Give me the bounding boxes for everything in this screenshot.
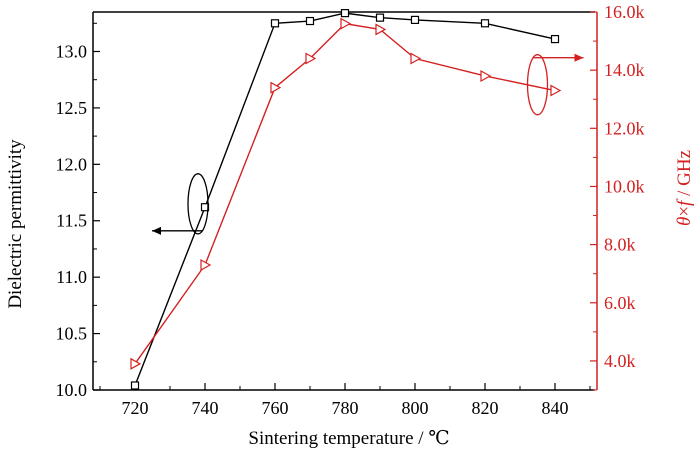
qf-point — [305, 52, 317, 65]
x-tick-label: 740 — [192, 398, 219, 418]
qf-point — [200, 258, 212, 271]
qf-point — [375, 23, 387, 36]
permittivity-point — [130, 381, 140, 390]
y-left-tick-label: 13.0 — [56, 41, 88, 61]
permittivity-point — [480, 19, 490, 28]
right-axis-indicator-ellipse — [526, 54, 549, 116]
y-right-tick-label: 16.0k — [604, 2, 645, 22]
permittivity-point — [270, 19, 280, 28]
qf-point — [410, 52, 422, 65]
x-tick-label: 800 — [402, 398, 429, 418]
y-right-tick-label: 6.0k — [604, 293, 636, 313]
permittivity-point — [550, 34, 560, 44]
left-axis-arrowhead — [152, 226, 161, 235]
y-left-tick-label: 11.5 — [56, 211, 87, 231]
permittivity-point — [305, 16, 315, 26]
left-axis-indicator-ellipse — [187, 173, 209, 235]
permittivity-point — [375, 13, 385, 22]
y-axis-right-title-theta: θ — [674, 217, 695, 226]
permittivity-point — [340, 9, 350, 18]
qf-line — [134, 22, 556, 365]
y-right-tick-label: 10.0k — [604, 176, 645, 196]
y-right-tick-label: 14.0k — [604, 60, 645, 80]
y-right-tick-label: 12.0k — [604, 118, 645, 138]
qf-point — [550, 84, 562, 97]
y-left-tick-label: 12.0 — [56, 154, 88, 174]
x-tick-label: 820 — [472, 398, 499, 418]
x-tick-label: 780 — [332, 398, 359, 418]
qf-point — [340, 17, 352, 30]
qf-point — [480, 69, 492, 82]
y-left-tick-label: 10.0 — [56, 380, 88, 400]
qf-point — [270, 81, 282, 94]
y-axis-right-title-unit: / GHz — [674, 150, 695, 201]
qf-point — [130, 357, 142, 370]
right-axis-arrowhead — [574, 53, 584, 62]
x-tick-label: 720 — [122, 398, 149, 418]
x-axis-title: Sintering temperature / ℃ — [248, 428, 449, 449]
y-left-tick-label: 10.5 — [56, 324, 88, 344]
y-axis-right-title-times: × — [674, 206, 695, 217]
x-tick-label: 840 — [542, 398, 569, 418]
permittivity-point — [410, 15, 420, 24]
y-axis-right-title-f: f — [674, 198, 695, 206]
y-axis-right-title: θ×f / GHz — [674, 150, 695, 226]
permittivity-line — [134, 12, 556, 386]
y-axis-left-title: Dielectric permittivity — [5, 139, 26, 309]
y-left-tick-label: 11.0 — [56, 267, 87, 287]
y-right-tick-label: 4.0k — [604, 351, 636, 371]
y-right-tick-label: 8.0k — [604, 235, 636, 255]
y-left-tick-label: 12.5 — [56, 98, 88, 118]
x-tick-label: 760 — [262, 398, 289, 418]
